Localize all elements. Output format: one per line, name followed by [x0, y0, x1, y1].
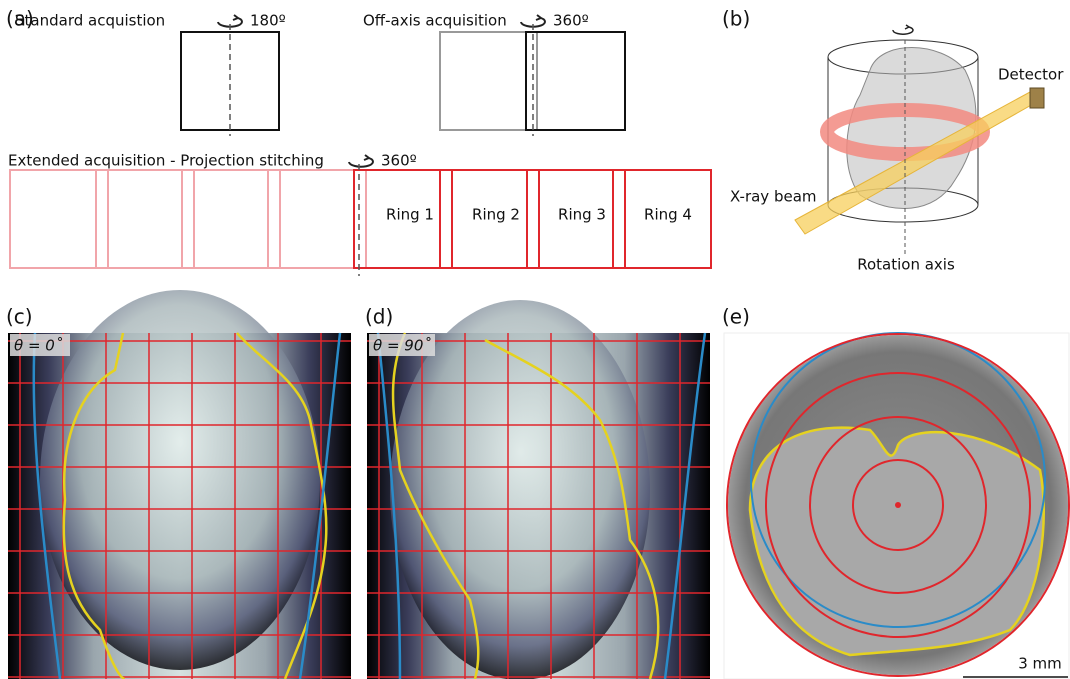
ring-label: Ring 3 [558, 206, 606, 224]
panel-label: (e) [722, 305, 750, 329]
scheme-title: Off-axis acquisition [363, 12, 507, 30]
projection-image [367, 300, 710, 679]
detector-frame [440, 32, 537, 130]
ring-label: Ring 1 [386, 206, 434, 224]
angle-label: 360º [381, 152, 417, 170]
detector [1030, 88, 1044, 108]
scheme-title: Extended acquisition - Projection stitch… [8, 152, 324, 170]
mirror-frame [10, 170, 108, 268]
rotation-center [895, 502, 901, 508]
beam-label: X-ray beam [730, 188, 817, 206]
mirror-frame [182, 170, 280, 268]
detector-frame [526, 32, 625, 130]
reconstruction-slice [724, 333, 1069, 679]
sample-shadow [390, 300, 650, 679]
scale-label: 3 mm [1018, 655, 1062, 673]
mirror-frame [268, 170, 366, 268]
panel-label: (c) [6, 305, 33, 329]
tissue-outline [750, 428, 1044, 655]
scheme-title: Standard acquistion [15, 12, 165, 30]
rotation-arrow [893, 25, 913, 34]
angle-label: 360º [553, 12, 589, 30]
axis-label: Rotation axis [857, 256, 955, 274]
figure: (a) Standard acquistion 180º Off-axis ac… [0, 0, 1070, 679]
setup-illustration [795, 25, 1044, 255]
ring-label: Ring 4 [644, 206, 692, 224]
angle-label: θ = 90˚ [373, 337, 431, 355]
angle-label: θ = 0˚ [14, 337, 63, 355]
detector-label: Detector [998, 66, 1064, 84]
mirror-frame [96, 170, 194, 268]
panel-label: (b) [722, 7, 750, 31]
rotation-arrow [349, 155, 373, 167]
panel-label: (d) [365, 305, 393, 329]
angle-label: 180º [250, 12, 286, 30]
ring-label: Ring 2 [472, 206, 520, 224]
